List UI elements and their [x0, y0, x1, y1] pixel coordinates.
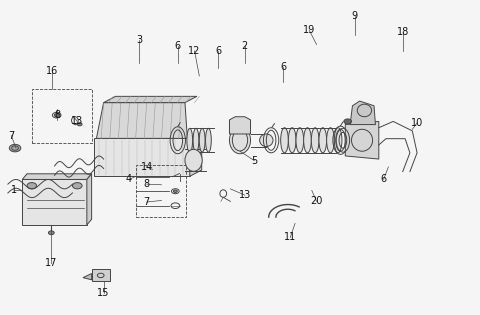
- Text: 5: 5: [251, 156, 257, 166]
- Ellipse shape: [54, 114, 59, 117]
- Bar: [32, 89, 92, 143]
- Text: 2: 2: [241, 41, 248, 51]
- Ellipse shape: [9, 144, 21, 152]
- Text: 6: 6: [175, 41, 181, 51]
- Ellipse shape: [288, 128, 296, 153]
- Text: 1: 1: [11, 186, 17, 195]
- Text: 16: 16: [46, 66, 59, 76]
- Text: 13: 13: [71, 117, 84, 126]
- Text: 6: 6: [216, 46, 222, 56]
- Text: 3: 3: [136, 35, 143, 45]
- Ellipse shape: [72, 183, 82, 189]
- Text: 14: 14: [141, 162, 153, 172]
- Text: 6: 6: [280, 61, 286, 72]
- Ellipse shape: [229, 127, 251, 154]
- Text: 6: 6: [381, 175, 387, 185]
- Polygon shape: [104, 96, 197, 103]
- Polygon shape: [190, 132, 202, 176]
- Text: 18: 18: [396, 27, 409, 37]
- Polygon shape: [87, 174, 92, 225]
- Polygon shape: [22, 174, 92, 180]
- Ellipse shape: [304, 128, 312, 153]
- Ellipse shape: [344, 119, 351, 124]
- Text: 8: 8: [144, 179, 150, 189]
- Text: 8: 8: [54, 110, 60, 120]
- Text: 13: 13: [239, 190, 251, 200]
- Ellipse shape: [187, 128, 192, 152]
- Ellipse shape: [296, 128, 304, 153]
- Ellipse shape: [185, 149, 202, 171]
- Text: 10: 10: [411, 118, 423, 128]
- Text: 7: 7: [8, 130, 14, 140]
- Text: 15: 15: [97, 288, 110, 298]
- Ellipse shape: [205, 128, 211, 152]
- Polygon shape: [96, 103, 187, 138]
- Polygon shape: [92, 269, 110, 281]
- Polygon shape: [229, 117, 251, 134]
- Bar: [136, 165, 186, 217]
- Ellipse shape: [312, 128, 319, 153]
- Polygon shape: [83, 273, 92, 280]
- Ellipse shape: [48, 231, 54, 235]
- Text: 9: 9: [352, 11, 358, 21]
- Ellipse shape: [319, 128, 326, 153]
- Text: 17: 17: [45, 258, 57, 267]
- Text: 7: 7: [144, 197, 150, 207]
- Ellipse shape: [326, 128, 334, 153]
- Ellipse shape: [173, 190, 177, 192]
- Text: 20: 20: [311, 197, 323, 206]
- Polygon shape: [350, 101, 375, 124]
- Text: 19: 19: [303, 26, 315, 36]
- Ellipse shape: [27, 183, 36, 189]
- Text: 11: 11: [284, 232, 296, 243]
- Ellipse shape: [193, 128, 199, 152]
- Text: 4: 4: [126, 175, 132, 185]
- Polygon shape: [22, 180, 87, 225]
- Text: 12: 12: [188, 46, 201, 56]
- Ellipse shape: [334, 128, 342, 153]
- Ellipse shape: [77, 123, 82, 126]
- Ellipse shape: [199, 128, 205, 152]
- Polygon shape: [345, 122, 379, 159]
- Ellipse shape: [260, 134, 273, 146]
- Ellipse shape: [281, 128, 288, 153]
- Polygon shape: [94, 138, 190, 176]
